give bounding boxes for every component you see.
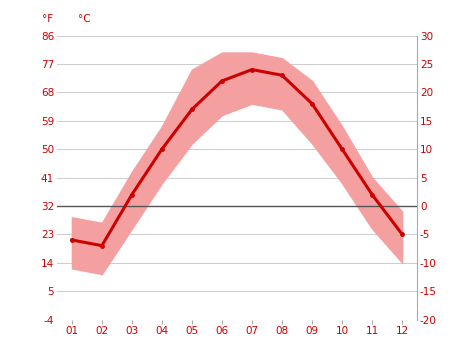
Text: °F: °F	[43, 14, 54, 24]
Text: °C: °C	[79, 14, 91, 24]
